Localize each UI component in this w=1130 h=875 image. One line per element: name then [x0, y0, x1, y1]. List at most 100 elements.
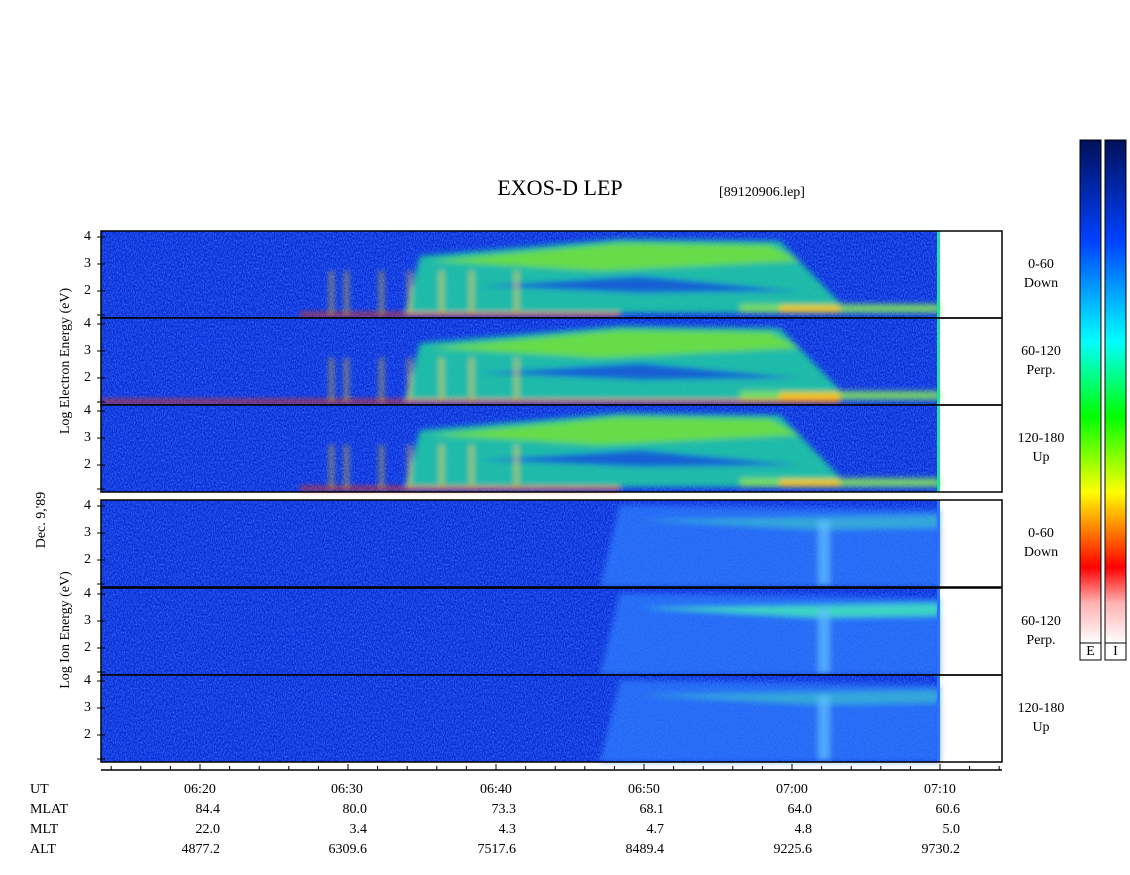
feature: [780, 393, 840, 399]
panel-label: 120-180: [1018, 701, 1065, 716]
y-tick-label: 3: [84, 256, 91, 271]
y-tick-label: 2: [84, 727, 91, 742]
side-label: Log Electron Energy (eV): [58, 288, 73, 435]
feature: [515, 271, 518, 313]
feature: [380, 358, 383, 400]
title: EXOS-D LEP: [497, 175, 622, 200]
feature: [330, 271, 333, 313]
y-tick-label: 2: [84, 552, 91, 567]
row-value: 7517.6: [478, 842, 517, 857]
row-value: 06:30: [331, 782, 363, 797]
edge: [937, 588, 940, 675]
file-name: [89120906.lep]: [719, 185, 805, 200]
y-tick-label: 2: [84, 283, 91, 298]
feature: [330, 445, 333, 487]
feature: [345, 358, 348, 400]
feature: [470, 445, 473, 487]
colorbar-tag: [1079, 642, 1102, 661]
y-tick-label: 2: [84, 457, 91, 472]
row-value: 07:00: [776, 782, 808, 797]
row-value: 06:40: [480, 782, 512, 797]
row-value: 68.1: [640, 802, 665, 817]
panel-label: Down: [1024, 545, 1058, 560]
feature: [480, 276, 800, 293]
feature: [300, 487, 620, 490]
row-value: 22.0: [196, 822, 221, 837]
y-tick-label: 3: [84, 430, 91, 445]
spectrum-features: [300, 239, 940, 316]
feature: [515, 358, 518, 400]
feature: [515, 445, 518, 487]
panel-frame: [100, 499, 1003, 588]
edge: [937, 500, 940, 587]
panel-label: Perp.: [1026, 363, 1055, 378]
feature: [345, 271, 348, 313]
feature: [470, 271, 473, 313]
row-value: 8489.4: [626, 842, 665, 857]
feature: [300, 313, 620, 316]
feature: [430, 243, 800, 271]
row-value: 3.4: [350, 822, 368, 837]
row-label: UT: [30, 782, 49, 797]
panel-label: 60-120: [1021, 614, 1061, 629]
panel-label: Down: [1024, 276, 1058, 291]
row-label: MLT: [30, 822, 59, 837]
spectrum-features: [101, 326, 940, 403]
y-tick-label: 4: [84, 403, 91, 418]
feature: [640, 515, 940, 530]
feature: [430, 330, 800, 358]
row-value: 6309.6: [329, 842, 368, 857]
panel-label: 0-60: [1028, 257, 1054, 272]
row-value: 64.0: [788, 802, 813, 817]
feature: [818, 608, 830, 673]
side-label: Log Ion Energy (eV): [58, 571, 73, 689]
feature: [408, 358, 411, 400]
feature: [380, 445, 383, 487]
row-value: 84.4: [196, 802, 221, 817]
panel-label: Perp.: [1026, 633, 1055, 648]
spectrum-features: [300, 413, 940, 490]
feature: [818, 520, 830, 585]
spectrum-features: [600, 505, 940, 587]
feature: [440, 271, 443, 313]
feature: [818, 695, 830, 760]
feature: [101, 400, 840, 403]
row-value: 06:50: [628, 782, 660, 797]
panel-label: 0-60: [1028, 526, 1054, 541]
spectrum-features: [600, 593, 940, 675]
feature: [408, 445, 411, 487]
row-value: 07:10: [924, 782, 956, 797]
date-label: Dec. 9,'89: [34, 492, 49, 549]
colorbar-label: E: [1086, 644, 1095, 659]
colorbar: [1079, 139, 1102, 644]
row-value: 4.8: [795, 822, 813, 837]
row-label: ALT: [30, 842, 56, 857]
edge: [937, 231, 940, 318]
panel-label: Up: [1032, 720, 1049, 735]
feature: [780, 480, 840, 486]
row-value: 06:20: [184, 782, 216, 797]
y-tick-label: 4: [84, 229, 91, 244]
row-value: 9225.6: [774, 842, 813, 857]
y-tick-label: 2: [84, 640, 91, 655]
spectrum-features: [600, 680, 940, 762]
panel-label: 120-180: [1018, 431, 1065, 446]
feature: [780, 306, 840, 312]
colorbar: [1104, 139, 1127, 644]
row-value: 73.3: [492, 802, 517, 817]
y-tick-label: 4: [84, 673, 91, 688]
feature: [480, 363, 800, 380]
feature: [430, 417, 800, 445]
colorbar-label: I: [1113, 644, 1118, 659]
y-tick-label: 4: [84, 316, 91, 331]
y-tick-label: 2: [84, 370, 91, 385]
y-tick-label: 4: [84, 586, 91, 601]
y-tick-label: 3: [84, 343, 91, 358]
feature: [640, 690, 940, 705]
row-value: 80.0: [343, 802, 368, 817]
row-value: 4877.2: [182, 842, 221, 857]
panel-frame: [100, 404, 1003, 493]
edge: [937, 405, 940, 492]
y-tick-label: 3: [84, 613, 91, 628]
feature: [440, 445, 443, 487]
